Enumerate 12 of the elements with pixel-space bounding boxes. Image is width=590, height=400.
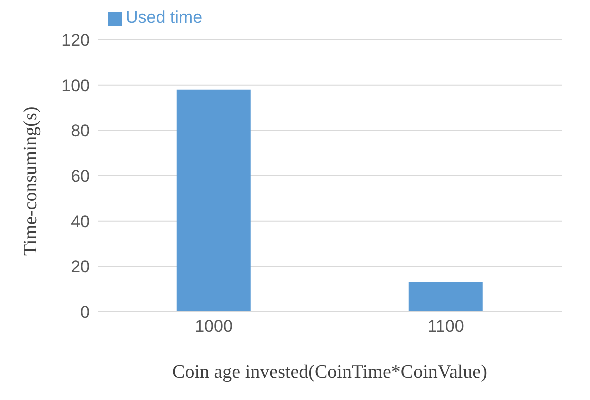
y-tick-label: 120 [62, 31, 90, 50]
y-tick-label: 0 [80, 303, 90, 322]
y-tick-label: 20 [71, 258, 90, 277]
y-tick-label: 100 [62, 76, 90, 96]
legend-label: Used time [126, 8, 203, 27]
y-axis-title: Time-consuming(s) [20, 106, 42, 256]
y-tick-label: 80 [71, 122, 90, 141]
y-tick-label: 60 [71, 167, 90, 186]
x-axis-title: Coin age invested(CoinTime*CoinValue) [172, 362, 488, 383]
x-tick-label: 1100 [428, 317, 464, 336]
y-tick-label: 40 [71, 212, 90, 232]
x-tick-label: 1000 [195, 317, 233, 336]
